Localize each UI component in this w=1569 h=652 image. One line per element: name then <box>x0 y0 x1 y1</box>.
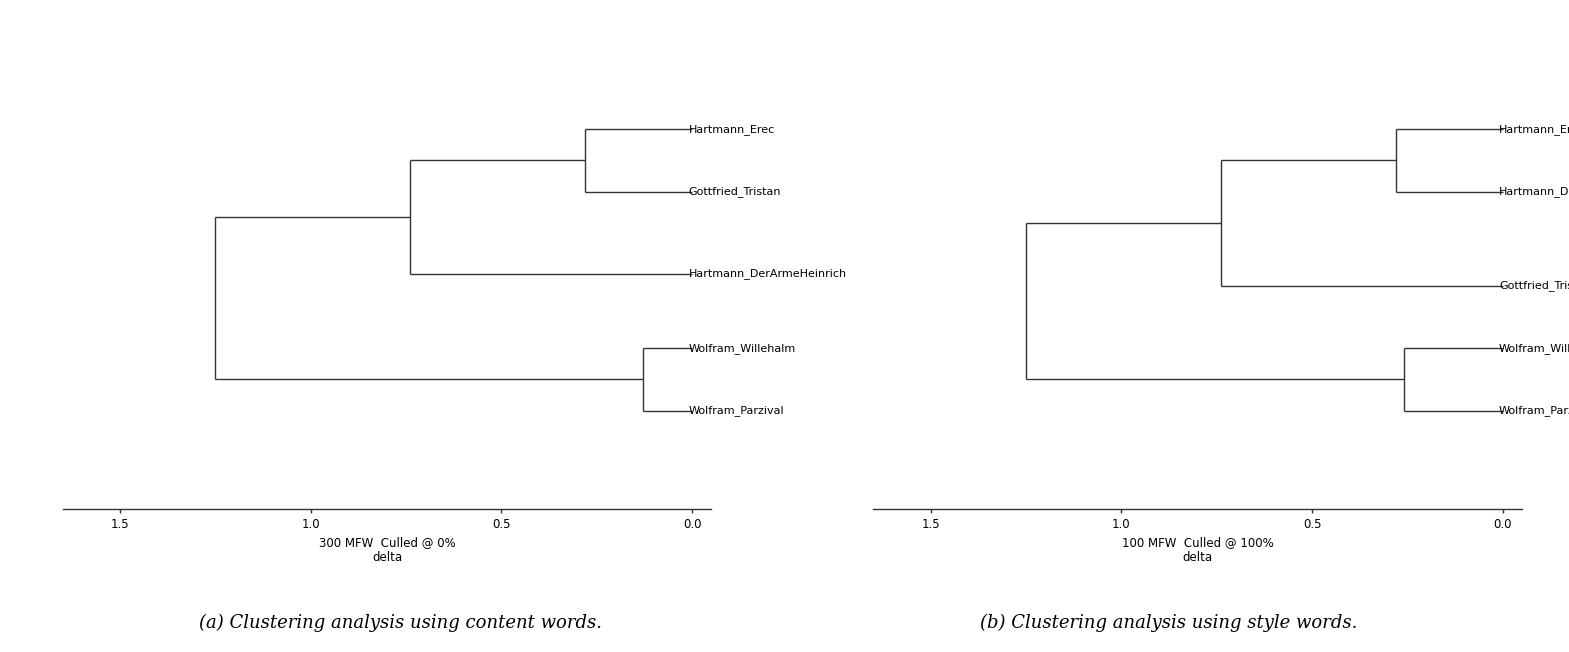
Text: Wolfram_Willehalm: Wolfram_Willehalm <box>1498 343 1569 353</box>
Text: Wolfram_Parzival: Wolfram_Parzival <box>689 406 784 416</box>
X-axis label: 300 MFW  Culled @ 0%
delta: 300 MFW Culled @ 0% delta <box>319 536 455 564</box>
Text: (a) Clustering analysis using content words.: (a) Clustering analysis using content wo… <box>199 614 601 632</box>
Text: Hartmann_Erec: Hartmann_Erec <box>689 124 775 134</box>
Text: Wolfram_Parzival: Wolfram_Parzival <box>1498 406 1569 416</box>
Text: (b) Clustering analysis using style words.: (b) Clustering analysis using style word… <box>981 614 1357 632</box>
X-axis label: 100 MFW  Culled @ 100%
delta: 100 MFW Culled @ 100% delta <box>1122 536 1274 564</box>
Text: Wolfram_Willehalm: Wolfram_Willehalm <box>689 343 795 353</box>
Text: Hartmann_DerArmeHeinrich: Hartmann_DerArmeHeinrich <box>689 269 847 279</box>
Text: Gottfried_Tristan: Gottfried_Tristan <box>689 186 781 197</box>
Text: Hartmann_Erec: Hartmann_Erec <box>1498 124 1569 134</box>
Text: Hartmann_DerArmeHeinrich: Hartmann_DerArmeHeinrich <box>1498 186 1569 197</box>
Text: Gottfried_Tristan: Gottfried_Tristan <box>1498 280 1569 291</box>
